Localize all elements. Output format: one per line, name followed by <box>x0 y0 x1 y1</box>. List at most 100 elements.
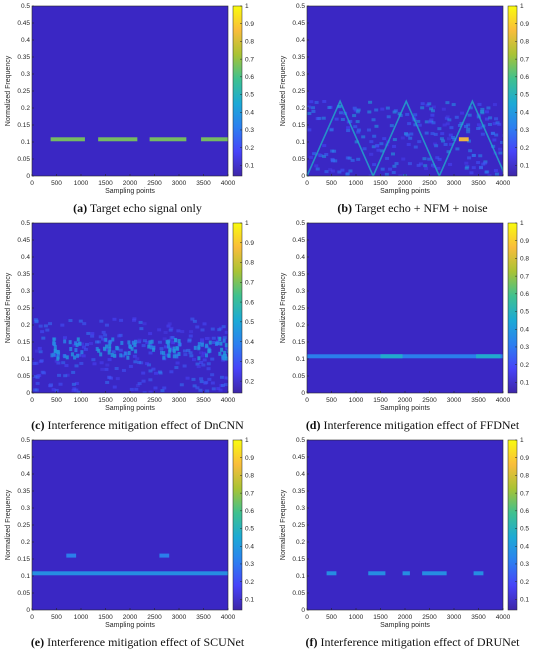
y-tick-label: 0.45 <box>292 237 305 244</box>
colorbar-tick-label: 0.5 <box>245 92 254 99</box>
x-tick-label: 500 <box>326 614 337 621</box>
x-tick-label: 0 <box>30 397 34 404</box>
heatmap-spot <box>226 349 228 354</box>
heatmap-cell <box>139 327 144 331</box>
interference-sweep <box>438 99 503 176</box>
heatmap-cell <box>354 140 359 144</box>
echo-band <box>402 571 410 576</box>
y-tick-label: 0.35 <box>292 54 305 61</box>
heatmap-cell <box>111 350 116 354</box>
heatmap-cell <box>434 144 439 148</box>
heatmap-spot <box>219 341 223 346</box>
x-axis-label: Sampling points <box>380 622 430 629</box>
x-axis-label: Sampling points <box>380 188 430 195</box>
heatmap-cell <box>385 156 390 160</box>
heatmap-cell <box>128 364 133 368</box>
echo-band <box>380 354 403 359</box>
heatmap-cell <box>334 117 339 121</box>
heatmap-spot <box>134 339 138 344</box>
heatmap-cell <box>464 166 469 170</box>
heatmap-cell <box>374 108 379 112</box>
heatmap-cell <box>104 348 109 352</box>
heatmap-spot <box>162 351 166 356</box>
caption-text: Interference mitigation effect of SCUNet <box>44 635 245 649</box>
heatmap-spot <box>73 355 77 360</box>
x-axis-label: Sampling points <box>380 405 430 412</box>
heatmap-cell <box>406 142 411 146</box>
heatmap-spot <box>175 354 179 359</box>
colorbar-tick-label: 0.7 <box>520 490 529 497</box>
heatmap-cell <box>141 371 146 375</box>
heatmap-spot <box>177 339 181 344</box>
colorbar <box>232 222 243 394</box>
heatmap-cell <box>451 103 456 107</box>
x-tick-label: 1500 <box>98 397 113 404</box>
colorbar-tick-label: 1 <box>520 3 524 10</box>
y-tick-label: 0.05 <box>17 373 30 380</box>
y-tick-label: 0 <box>26 390 30 397</box>
heatmap-cell <box>333 159 338 163</box>
heatmap-spot <box>56 356 60 361</box>
heatmap-cell <box>307 111 312 115</box>
heatmap-spot <box>76 337 80 342</box>
colorbar-tick-label: 0.4 <box>520 543 529 550</box>
heatmap-cell <box>480 111 485 115</box>
heatmap-cell <box>446 137 451 141</box>
heatmap-cell <box>390 152 395 156</box>
heatmap-spot <box>75 343 79 348</box>
heatmap-cell <box>167 322 172 326</box>
colorbar-tick-label: 0.9 <box>245 21 254 28</box>
heatmap-background <box>307 440 503 610</box>
heatmap-cell <box>464 161 469 165</box>
heatmap-cell <box>133 360 138 364</box>
heatmap-cell <box>478 165 483 169</box>
heatmap-cell <box>99 361 104 365</box>
heatmap-cell <box>182 349 187 353</box>
heatmap-cell <box>40 330 45 334</box>
heatmap-cell <box>112 385 117 389</box>
y-tick-label: 0.25 <box>292 88 305 95</box>
heatmap-cell <box>54 388 59 392</box>
heatmap-cell <box>413 123 418 127</box>
heatmap-cell <box>416 163 421 167</box>
heatmap-cell <box>466 130 471 134</box>
heatmap-spot <box>149 345 153 350</box>
heatmap-cell <box>471 153 476 157</box>
y-tick-label: 0.05 <box>292 156 305 163</box>
heatmap-cell <box>493 169 498 173</box>
heatmap-cell <box>217 328 222 332</box>
heatmap-cell <box>382 137 387 141</box>
heatmap-cell <box>121 368 126 372</box>
heatmap-cell <box>352 106 357 110</box>
heatmap-cell <box>443 143 448 147</box>
heatmap-spot <box>218 351 222 356</box>
caption-text: Interference mitigation effect of DnCNN <box>44 418 244 432</box>
echo-band <box>473 571 484 576</box>
heatmap-cell <box>440 132 445 136</box>
y-tick-label: 0 <box>301 173 305 180</box>
caption-a: (a) Target echo signal only <box>0 201 275 216</box>
heatmap-cell <box>392 138 397 142</box>
heatmap-cell <box>439 137 444 141</box>
x-tick-label: 2500 <box>147 180 162 187</box>
heatmap-cell <box>407 162 412 166</box>
heatmap-cell <box>216 387 221 391</box>
y-tick-label: 0.1 <box>21 356 30 363</box>
heatmap-cell <box>202 351 207 355</box>
heatmap-area-b <box>307 6 503 176</box>
heatmap-cell <box>329 128 334 132</box>
heatmap-cell <box>500 141 503 145</box>
heatmap-cell <box>445 122 450 126</box>
y-axis-label: Normalized Frequency <box>280 272 287 343</box>
heatmap-spot <box>197 342 201 347</box>
y-tick-label: 0.4 <box>21 37 30 44</box>
heatmap-cell <box>81 345 86 349</box>
heatmap-cell <box>105 380 110 384</box>
heatmap-cell <box>452 137 457 141</box>
heatmap-cell <box>393 109 398 113</box>
colorbar-tick-label: 0.4 <box>520 326 529 333</box>
echo-band <box>98 137 138 142</box>
heatmap-cell <box>94 340 99 344</box>
colorbar <box>507 5 518 177</box>
heatmap-cell <box>60 323 65 327</box>
